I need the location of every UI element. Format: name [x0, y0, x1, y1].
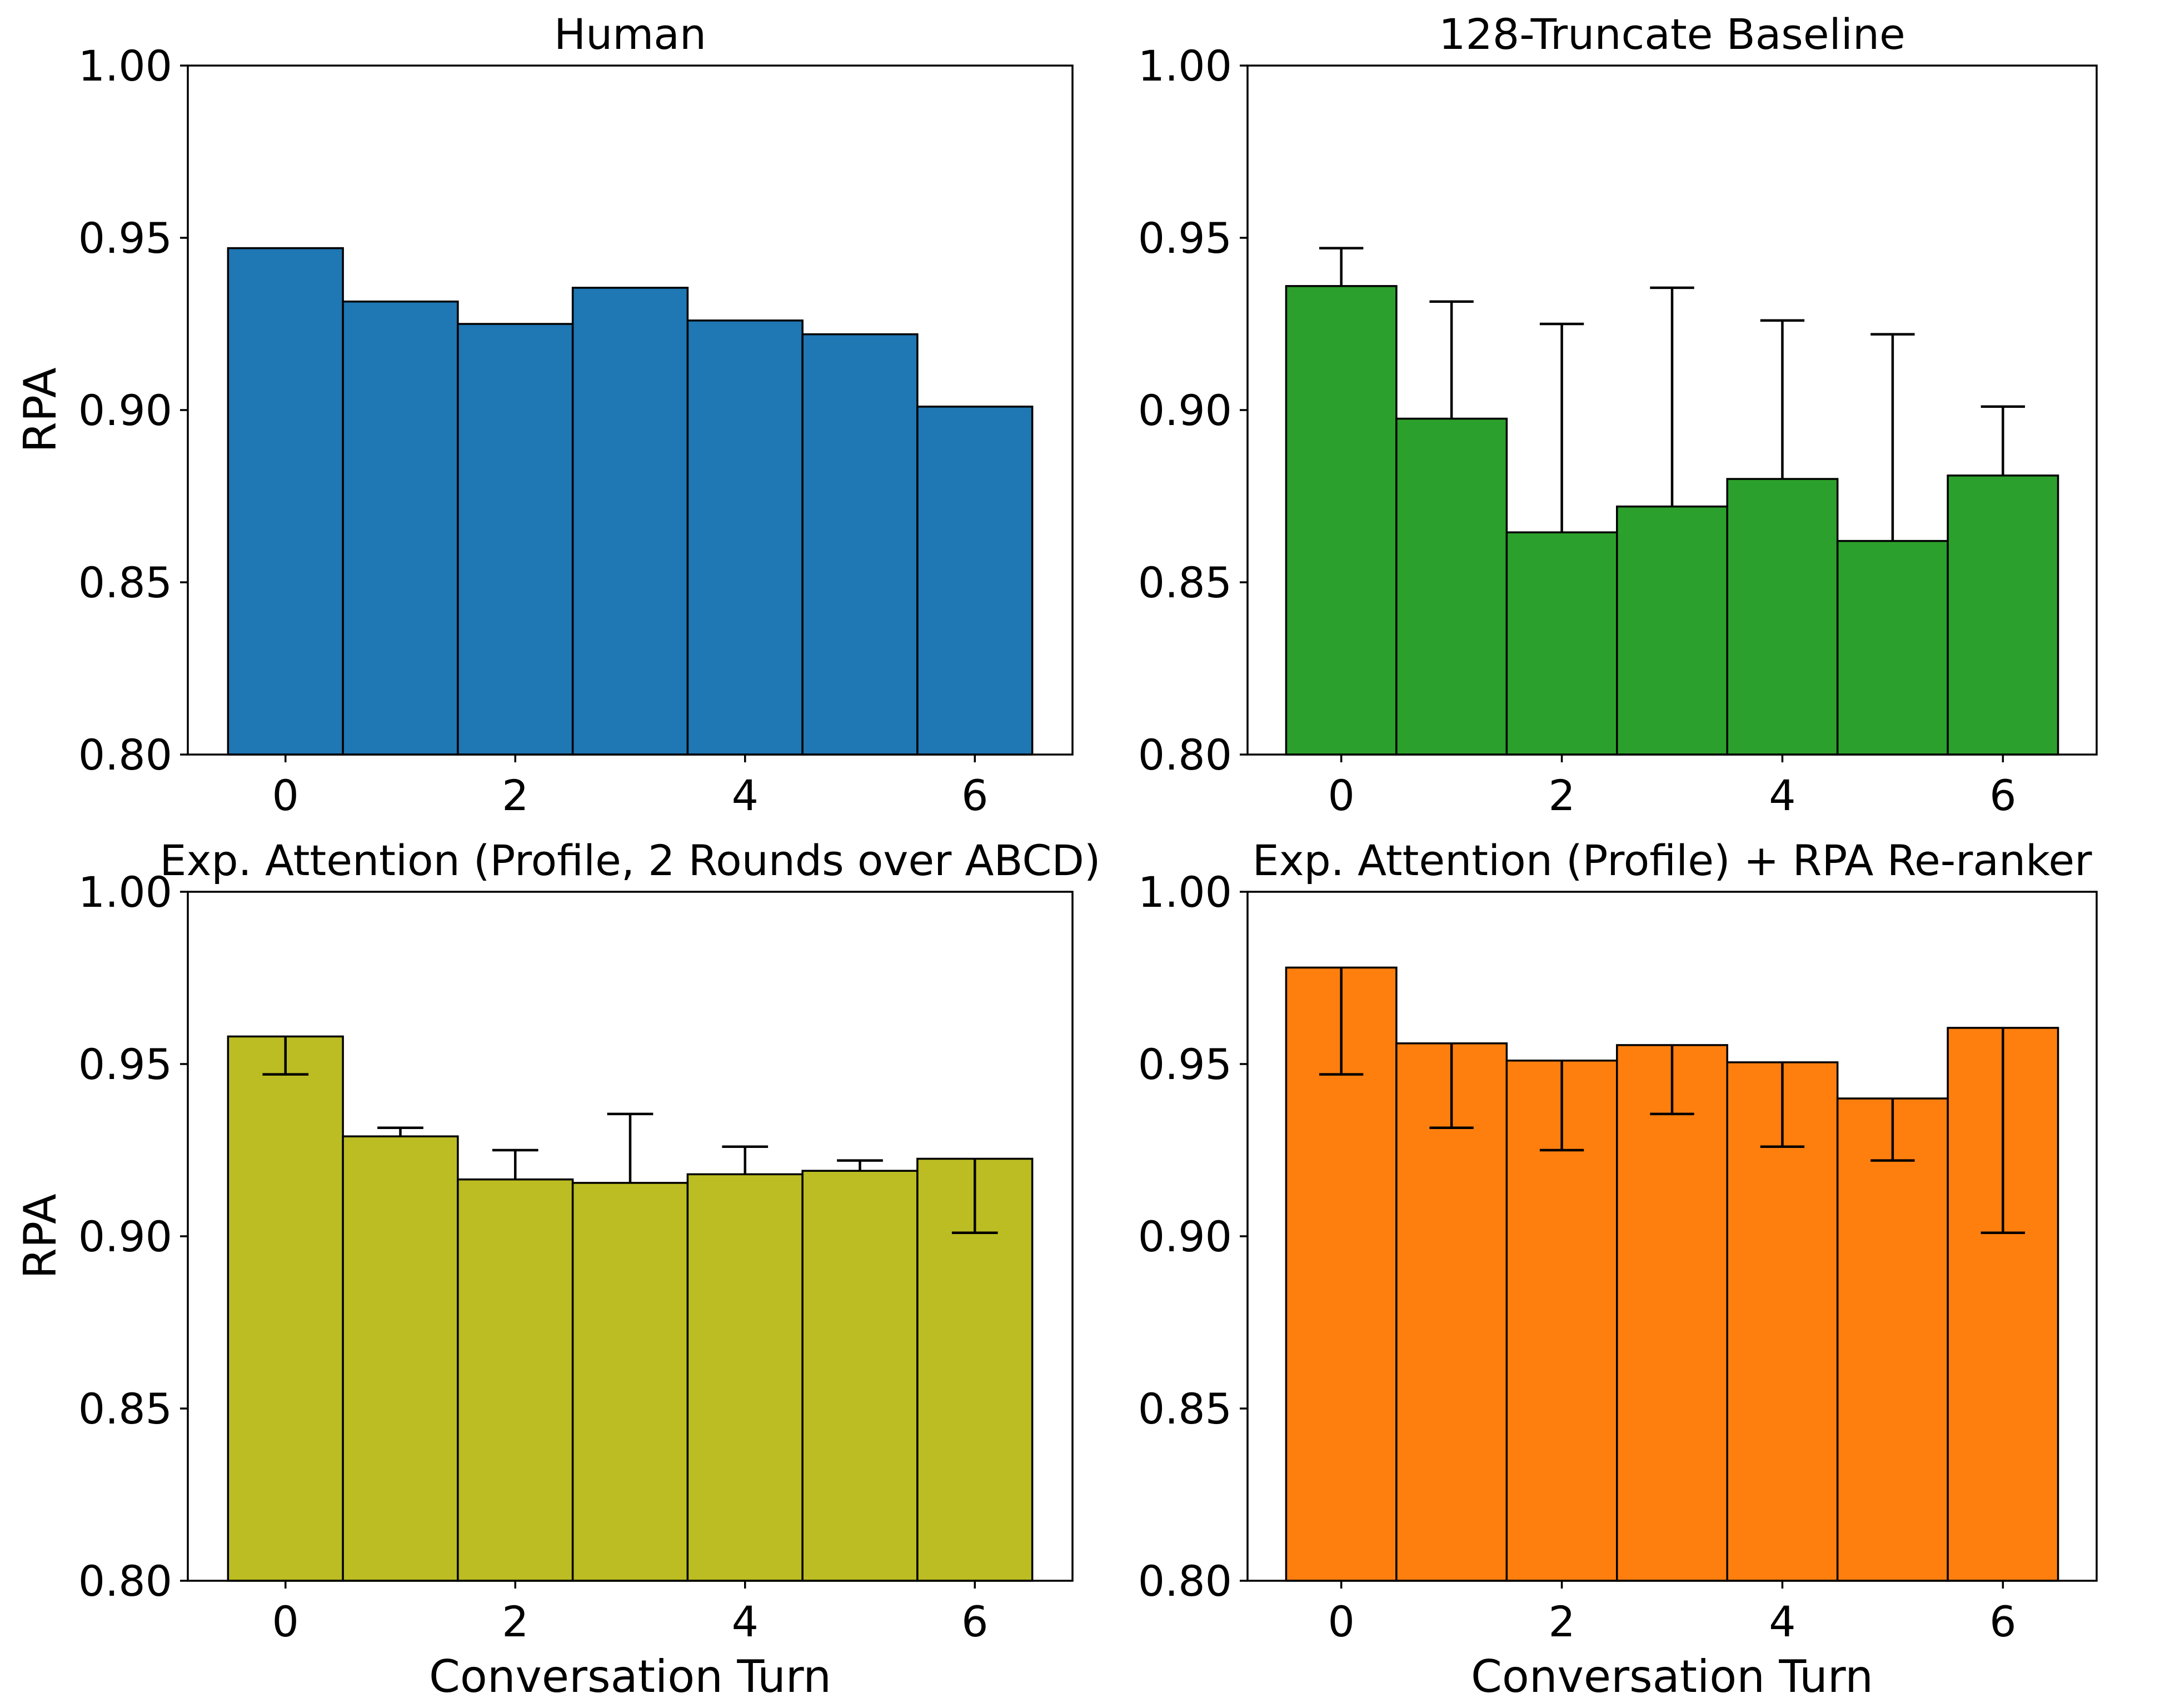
x-axis-label: Conversation Turn — [429, 1651, 831, 1702]
y-tick-label: 0.95 — [1138, 213, 1232, 263]
y-tick-label: 1.00 — [78, 867, 172, 917]
bar-turn-4 — [686, 1173, 804, 1582]
x-tick-label: 2 — [1548, 771, 1575, 820]
x-tick-label: 0 — [1328, 1597, 1354, 1646]
bar-turn-1 — [1395, 1042, 1508, 1582]
x-tick-label: 4 — [732, 1597, 759, 1646]
y-tick-label: 0.90 — [78, 386, 172, 435]
x-tick-label: 4 — [732, 771, 759, 820]
bar-turn-5 — [1836, 540, 1949, 756]
x-tick-label: 0 — [272, 1597, 299, 1646]
y-tick-label: 0.95 — [78, 1040, 172, 1089]
chart-panel-human: 0.80 0.85 0.90 0.95 1.00 0 2 4 6 Human RPA — [14, 9, 1074, 820]
y-tick-label: 0.95 — [78, 213, 172, 263]
chart-title: Human — [554, 9, 706, 59]
bar-turn-3 — [1616, 1044, 1728, 1582]
bar-turn-2 — [457, 1178, 574, 1582]
y-tick-label: 0.95 — [1138, 1040, 1232, 1089]
chart-panel-exp-attention-2-rounds: 0.80 0.85 0.90 0.95 1.00 0 2 4 6 Exp. Attention (… — [14, 836, 1101, 1702]
y-tick-label: 0.80 — [1138, 730, 1232, 780]
x-tick-label: 2 — [502, 771, 528, 820]
y-tick-label: 1.00 — [1138, 41, 1232, 91]
x-tick-label: 0 — [1328, 771, 1354, 820]
bar-turn-1 — [342, 300, 459, 756]
x-tick-label: 4 — [1769, 771, 1795, 820]
y-tick-label: 1.00 — [78, 41, 172, 91]
chart-title: 128-Truncate Baseline — [1439, 9, 1905, 59]
y-tick-label: 0.90 — [1138, 1212, 1232, 1261]
bar-turn-6 — [916, 406, 1034, 756]
bar-turn-2 — [457, 323, 574, 756]
y-tick-label: 0.80 — [1138, 1556, 1232, 1606]
y-tick-label: 0.80 — [78, 1556, 172, 1606]
x-tick-label: 2 — [1548, 1597, 1575, 1646]
bar-turn-6 — [1947, 475, 2059, 756]
y-tick-label: 1.00 — [1138, 867, 1232, 917]
bar-turn-3 — [571, 1182, 689, 1582]
bar-turn-0 — [227, 1035, 344, 1582]
bar-turn-4 — [686, 319, 804, 756]
chart-title: Exp. Attention (Profile) + RPA Re-ranker — [1253, 836, 2093, 885]
chart-title: Exp. Attention (Profile, 2 Rounds over A… — [159, 836, 1100, 885]
y-axis-label: RPA — [14, 1193, 66, 1279]
bar-turn-1 — [342, 1135, 459, 1582]
y-tick-label: 0.80 — [78, 730, 172, 780]
bar-turn-4 — [1726, 478, 1839, 756]
bar-turn-0 — [1285, 285, 1398, 756]
y-tick-label: 0.90 — [78, 1212, 172, 1261]
x-tick-label: 4 — [1769, 1597, 1795, 1646]
x-tick-label: 6 — [961, 1597, 988, 1646]
x-tick-label: 6 — [1989, 1597, 2016, 1646]
x-tick-label: 6 — [961, 771, 988, 820]
y-tick-label: 0.85 — [1138, 1384, 1232, 1434]
x-tick-label: 6 — [1989, 771, 2016, 820]
bar-turn-5 — [801, 333, 919, 756]
bar-turn-2 — [1505, 531, 1618, 756]
x-tick-label: 2 — [502, 1597, 528, 1646]
bar-turn-5 — [1836, 1097, 1949, 1582]
x-tick-label: 0 — [272, 771, 299, 820]
y-axis-label: RPA — [14, 367, 66, 453]
chart-panel-128-truncate-baseline: 0.80 0.85 0.90 0.95 1.00 0 2 4 6 128-Truncate Bas… — [1138, 9, 2098, 820]
y-tick-label: 0.90 — [1138, 386, 1232, 435]
bar-turn-4 — [1726, 1061, 1839, 1582]
bar-turn-3 — [1616, 505, 1728, 756]
bar-turn-0 — [227, 247, 344, 756]
bar-turn-5 — [801, 1170, 919, 1582]
bar-turn-1 — [1395, 417, 1508, 756]
x-axis-label: Conversation Turn — [1471, 1651, 1873, 1702]
bar-turn-3 — [571, 287, 689, 756]
y-tick-label: 0.85 — [1138, 558, 1232, 607]
y-tick-label: 0.85 — [78, 1384, 172, 1434]
chart-panel-exp-attention-rpa-reranker: 0.80 0.85 0.90 0.95 1.00 0 2 4 6 Exp. Attention (… — [1138, 836, 2098, 1702]
y-tick-label: 0.85 — [78, 558, 172, 607]
